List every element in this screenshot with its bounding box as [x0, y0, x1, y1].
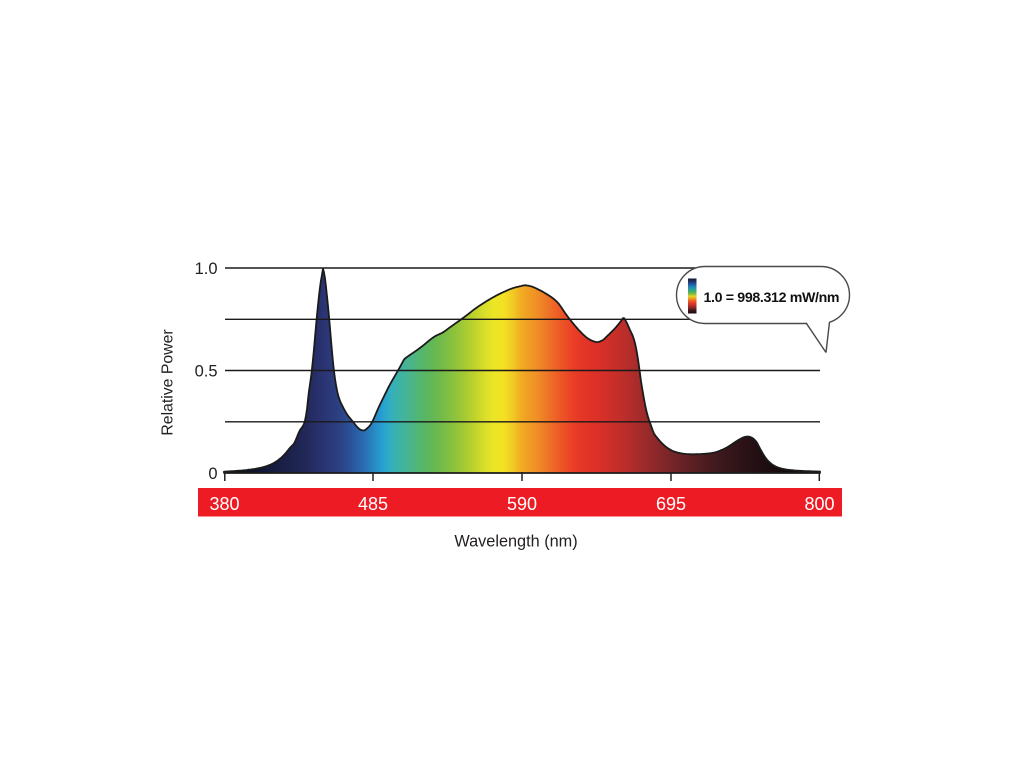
- svg-text:800: 800: [804, 494, 834, 514]
- svg-text:1.0: 1.0: [195, 260, 218, 278]
- svg-text:380: 380: [209, 494, 239, 514]
- svg-text:0.5: 0.5: [195, 362, 218, 380]
- svg-text:0: 0: [208, 465, 217, 483]
- svg-text:1.0 = 998.312 mW/nm: 1.0 = 998.312 mW/nm: [704, 290, 840, 306]
- svg-text:485: 485: [358, 494, 388, 514]
- svg-text:695: 695: [656, 494, 686, 514]
- svg-text:590: 590: [507, 494, 537, 514]
- svg-text:Wavelength (nm): Wavelength (nm): [454, 533, 577, 551]
- svg-text:Relative Power: Relative Power: [160, 329, 177, 435]
